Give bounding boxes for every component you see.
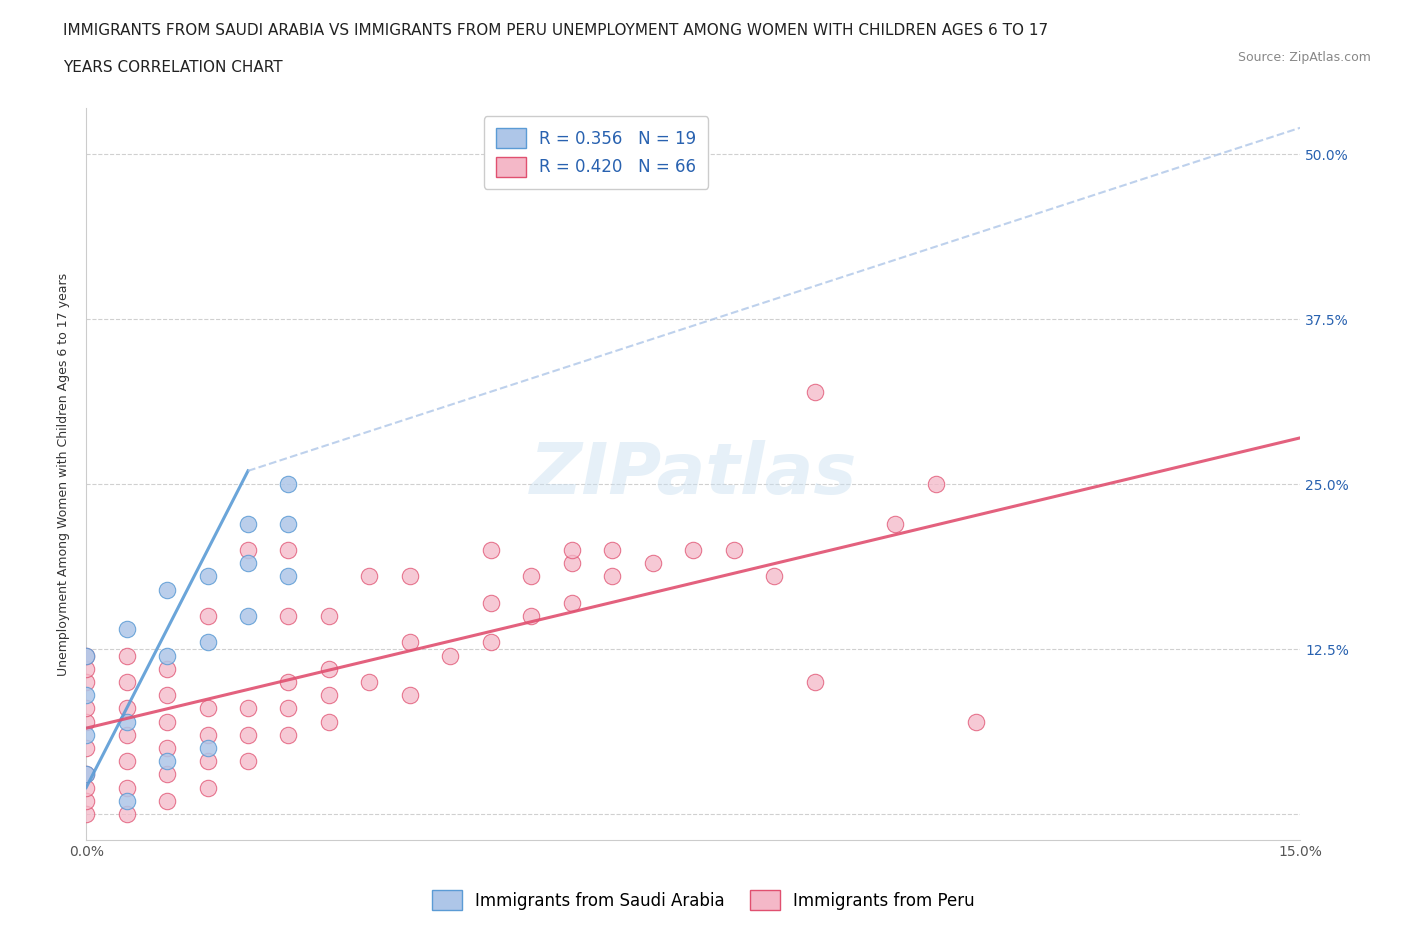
Point — [75, 648, 97, 663]
Point — [115, 806, 138, 821]
Point — [318, 661, 340, 676]
Point — [399, 635, 422, 650]
Point — [236, 556, 259, 571]
Point — [197, 727, 219, 742]
Y-axis label: Unemployment Among Women with Children Ages 6 to 17 years: Unemployment Among Women with Children A… — [58, 272, 70, 676]
Point — [318, 688, 340, 703]
Point — [277, 542, 299, 557]
Point — [236, 516, 259, 531]
Text: Source: ZipAtlas.com: Source: ZipAtlas.com — [1237, 51, 1371, 64]
Point — [75, 714, 97, 729]
Point — [75, 793, 97, 808]
Point — [359, 569, 381, 584]
Point — [763, 569, 786, 584]
Point — [115, 727, 138, 742]
Point — [399, 688, 422, 703]
Point — [75, 727, 97, 742]
Point — [277, 608, 299, 623]
Point — [156, 648, 179, 663]
Point — [156, 688, 179, 703]
Point — [156, 793, 179, 808]
Point — [479, 635, 502, 650]
Point — [236, 608, 259, 623]
Point — [803, 384, 825, 399]
Point — [197, 608, 219, 623]
Point — [156, 740, 179, 755]
Point — [925, 477, 948, 492]
Point — [520, 608, 543, 623]
Point — [75, 740, 97, 755]
Point — [682, 542, 704, 557]
Text: ZIPatlas: ZIPatlas — [530, 440, 856, 509]
Point — [277, 674, 299, 689]
Point — [479, 595, 502, 610]
Point — [197, 753, 219, 768]
Point — [156, 753, 179, 768]
Point — [318, 608, 340, 623]
Point — [115, 674, 138, 689]
Point — [115, 753, 138, 768]
Point — [115, 714, 138, 729]
Point — [156, 714, 179, 729]
Point — [965, 714, 987, 729]
Point — [236, 701, 259, 716]
Point — [803, 674, 825, 689]
Point — [75, 688, 97, 703]
Point — [318, 714, 340, 729]
Point — [236, 542, 259, 557]
Point — [399, 569, 422, 584]
Point — [197, 740, 219, 755]
Point — [75, 661, 97, 676]
Point — [277, 477, 299, 492]
Point — [561, 556, 583, 571]
Point — [156, 582, 179, 597]
Point — [641, 556, 664, 571]
Text: YEARS CORRELATION CHART: YEARS CORRELATION CHART — [63, 60, 283, 75]
Text: IMMIGRANTS FROM SAUDI ARABIA VS IMMIGRANTS FROM PERU UNEMPLOYMENT AMONG WOMEN WI: IMMIGRANTS FROM SAUDI ARABIA VS IMMIGRAN… — [63, 23, 1049, 38]
Point — [156, 661, 179, 676]
Point — [115, 648, 138, 663]
Legend: Immigrants from Saudi Arabia, Immigrants from Peru: Immigrants from Saudi Arabia, Immigrants… — [425, 884, 981, 917]
Point — [439, 648, 461, 663]
Point — [75, 701, 97, 716]
Point — [75, 767, 97, 782]
Point — [520, 569, 543, 584]
Point — [277, 569, 299, 584]
Point — [197, 701, 219, 716]
Point — [884, 516, 907, 531]
Point — [236, 727, 259, 742]
Point — [561, 542, 583, 557]
Point — [156, 767, 179, 782]
Point — [197, 569, 219, 584]
Point — [115, 701, 138, 716]
Point — [236, 753, 259, 768]
Point — [197, 635, 219, 650]
Point — [75, 806, 97, 821]
Point — [277, 701, 299, 716]
Point — [277, 516, 299, 531]
Point — [75, 674, 97, 689]
Point — [75, 767, 97, 782]
Point — [75, 648, 97, 663]
Legend: R = 0.356   N = 19, R = 0.420   N = 66: R = 0.356 N = 19, R = 0.420 N = 66 — [484, 116, 707, 189]
Point — [115, 622, 138, 637]
Point — [479, 542, 502, 557]
Point — [75, 780, 97, 795]
Point — [197, 780, 219, 795]
Point — [359, 674, 381, 689]
Point — [115, 780, 138, 795]
Point — [277, 727, 299, 742]
Point — [600, 569, 623, 584]
Point — [115, 793, 138, 808]
Point — [723, 542, 745, 557]
Point — [600, 542, 623, 557]
Point — [561, 595, 583, 610]
